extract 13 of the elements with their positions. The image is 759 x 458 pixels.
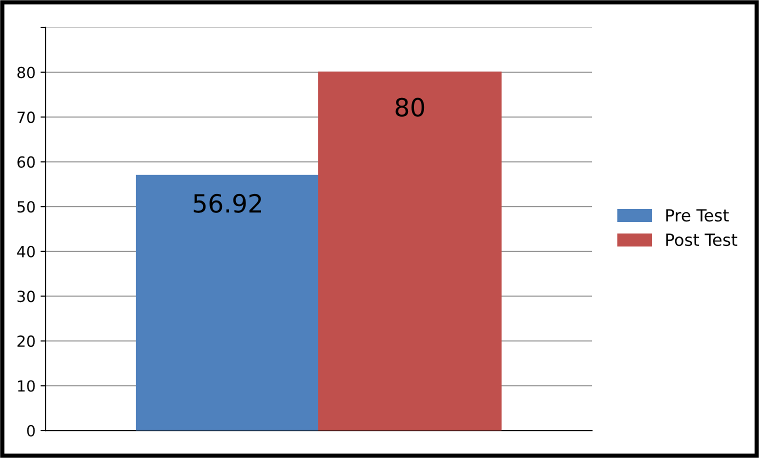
y-tick-label: 10 bbox=[18, 380, 35, 392]
y-tick-label: 80 bbox=[17, 66, 35, 78]
y-tick-label: 20 bbox=[17, 335, 35, 347]
legend-label: Post Test bbox=[666, 234, 738, 246]
y-tick-label: 50 bbox=[18, 201, 35, 213]
data-label: 80 bbox=[396, 98, 424, 117]
y-tick-label: 40 bbox=[17, 246, 35, 258]
y-tick-label: 30 bbox=[18, 290, 35, 302]
y-tick-label: 60 bbox=[17, 156, 35, 168]
legend-label: Pre Test bbox=[666, 209, 729, 222]
y-tick-label: 70 bbox=[18, 112, 35, 124]
data-label: 56.92 bbox=[194, 194, 261, 213]
y-tick-label: 0 bbox=[27, 424, 35, 437]
